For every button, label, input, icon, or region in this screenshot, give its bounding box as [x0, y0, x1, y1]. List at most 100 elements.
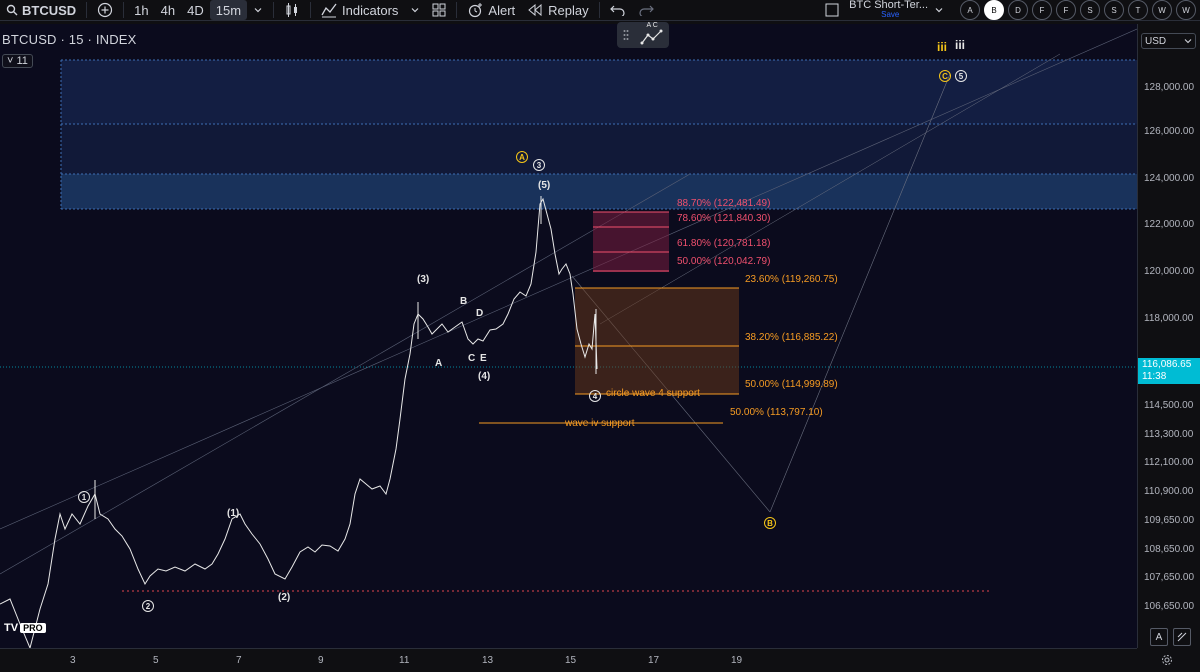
- price-tick: 110,900.00: [1144, 486, 1194, 497]
- last-price-badge: 116,086.65 11:38: [1138, 358, 1200, 384]
- circled-wave-b-yellow: B: [764, 517, 776, 529]
- toolbar-divider: [598, 2, 600, 18]
- interval-15m[interactable]: 15m: [209, 0, 248, 20]
- indicators-dropdown[interactable]: [404, 0, 426, 20]
- price-tick: 122,000.00: [1144, 219, 1195, 230]
- watchlist-t[interactable]: T: [1128, 0, 1148, 20]
- target-zone-bottom[interactable]: [61, 174, 1137, 209]
- wave-label-e: E: [480, 353, 487, 364]
- watchlist-a[interactable]: A: [960, 0, 980, 20]
- watchlist-w2[interactable]: W: [1176, 0, 1196, 20]
- templates-button[interactable]: [426, 0, 452, 20]
- watchlist-b[interactable]: B: [984, 0, 1004, 20]
- symbol-search[interactable]: BTCUSD: [0, 0, 82, 20]
- compare-button[interactable]: [91, 0, 119, 20]
- time-tick: 17: [648, 655, 660, 666]
- watchlist-w1[interactable]: W: [1152, 0, 1172, 20]
- watchlist-buttons: A B D F F S S T W W: [950, 0, 1200, 20]
- interval-4h[interactable]: 4h: [155, 0, 181, 20]
- fib-retracement-zone-red[interactable]: [593, 212, 669, 272]
- alert-label: Alert: [488, 2, 516, 18]
- interval-4h-label: 4h: [160, 2, 176, 18]
- target-zone-middle[interactable]: [61, 124, 1137, 174]
- auto-scale-button[interactable]: A: [1150, 628, 1168, 646]
- layout-save[interactable]: Save: [881, 10, 900, 19]
- undo-button[interactable]: [604, 0, 632, 20]
- watchlist-f2[interactable]: F: [1056, 0, 1076, 20]
- fib-label-500-orange: 50.00% (114,999.89): [745, 379, 838, 390]
- price-tick: 126,000.00: [1144, 126, 1195, 137]
- floating-drawing-toolbar[interactable]: A C: [617, 22, 669, 48]
- tv-logo-mark: TV: [4, 622, 19, 634]
- price-tick: 109,650.00: [1144, 515, 1195, 526]
- chart-settings-button[interactable]: [1161, 654, 1173, 669]
- fib-label-887: 88.70% (122,481.49): [677, 198, 771, 209]
- fib-label-236: 23.60% (119,260.75): [745, 274, 838, 285]
- chevron-down-icon: [254, 8, 262, 13]
- time-axis[interactable]: 3 5 7 9 11 13 15 17 19: [0, 648, 1137, 672]
- replay-label: Replay: [548, 2, 589, 18]
- fib-retracement-zone-orange[interactable]: [575, 288, 739, 394]
- layout-text: BTC Short-Ter... Save: [849, 0, 928, 20]
- watchlist-f1[interactable]: F: [1032, 0, 1052, 20]
- watchlist-d[interactable]: D: [1008, 0, 1028, 20]
- toolbar-divider: [273, 2, 275, 18]
- price-tick: 107,650.00: [1144, 572, 1195, 583]
- watchlist-s2[interactable]: S: [1104, 0, 1124, 20]
- currency-select[interactable]: USD: [1141, 33, 1196, 49]
- drag-handle-icon[interactable]: [623, 29, 629, 41]
- indicators-button[interactable]: Indicators: [315, 0, 404, 20]
- bar-countdown: 11:38: [1142, 371, 1167, 382]
- price-scale[interactable]: 128,000.00 126,000.00 124,000.00 122,000…: [1137, 24, 1200, 648]
- watchlist-s1[interactable]: S: [1080, 0, 1100, 20]
- price-tick: 112,100.00: [1144, 457, 1194, 468]
- elliott-tool-letters: A C: [646, 22, 658, 29]
- price-tick: 120,000.00: [1144, 266, 1195, 277]
- target-zone-top[interactable]: [61, 60, 1137, 124]
- legend-count: 11: [16, 55, 28, 67]
- chart-type-button[interactable]: [278, 0, 306, 20]
- collapse-legend-button[interactable]: ˅ 11: [2, 54, 33, 68]
- toolbar-divider: [456, 2, 458, 18]
- interval-1h[interactable]: 1h: [128, 0, 154, 20]
- chart-canvas[interactable]: [0, 24, 1137, 648]
- price-tick: 114,500.00: [1144, 400, 1194, 411]
- circle-wave-4-label: circle wave 4 support: [606, 388, 700, 399]
- price-path[interactable]: [0, 197, 598, 648]
- alert-button[interactable]: Alert: [461, 0, 521, 20]
- chevron-down-icon: [935, 8, 943, 13]
- chart-title[interactable]: BTCUSD · 15 · INDEX: [2, 32, 137, 47]
- chart-pane[interactable]: BTCUSD · 15 · INDEX ˅ 11 88.70% (122,481…: [0, 24, 1137, 648]
- time-tick: 19: [731, 655, 743, 666]
- redo-icon: [639, 5, 654, 16]
- interval-4d-label: 4D: [187, 2, 204, 18]
- interval-dropdown[interactable]: [247, 0, 269, 20]
- time-tick: 7: [236, 655, 242, 666]
- channel-line-1: [0, 173, 691, 575]
- elliott-wave-tool[interactable]: A C: [640, 22, 664, 46]
- indicators-icon: [321, 3, 337, 18]
- layout-name: BTC Short-Ter...: [849, 0, 928, 11]
- redo-button[interactable]: [632, 0, 660, 20]
- replay-button[interactable]: Replay: [521, 0, 594, 20]
- chevron-down-icon: ˅: [7, 55, 17, 67]
- chevron-down-icon: [411, 8, 419, 13]
- layout-menu[interactable]: BTC Short-Ter... Save: [819, 0, 950, 20]
- gear-icon: [1162, 655, 1172, 665]
- price-tick: 113,300.00: [1144, 429, 1194, 440]
- alarm-clock-icon: [469, 3, 483, 18]
- layout-icon: [825, 3, 839, 17]
- interval-4d[interactable]: 4D: [181, 0, 210, 20]
- log-scale-button[interactable]: [1173, 628, 1191, 646]
- candles-icon: [286, 3, 298, 17]
- wave-label-b: B: [460, 296, 468, 307]
- add-symbol-icon: [98, 2, 113, 18]
- wave-label-4: (4): [478, 371, 491, 382]
- tradingview-logo[interactable]: TV PRO: [4, 622, 46, 634]
- channel-line-2: [0, 28, 1137, 530]
- circled-wave-4: 4: [589, 390, 601, 402]
- circled-wave-1: 1: [78, 491, 90, 503]
- time-tick: 11: [399, 655, 410, 666]
- projection-line-3: [599, 53, 1061, 325]
- grid-icon: [432, 3, 446, 17]
